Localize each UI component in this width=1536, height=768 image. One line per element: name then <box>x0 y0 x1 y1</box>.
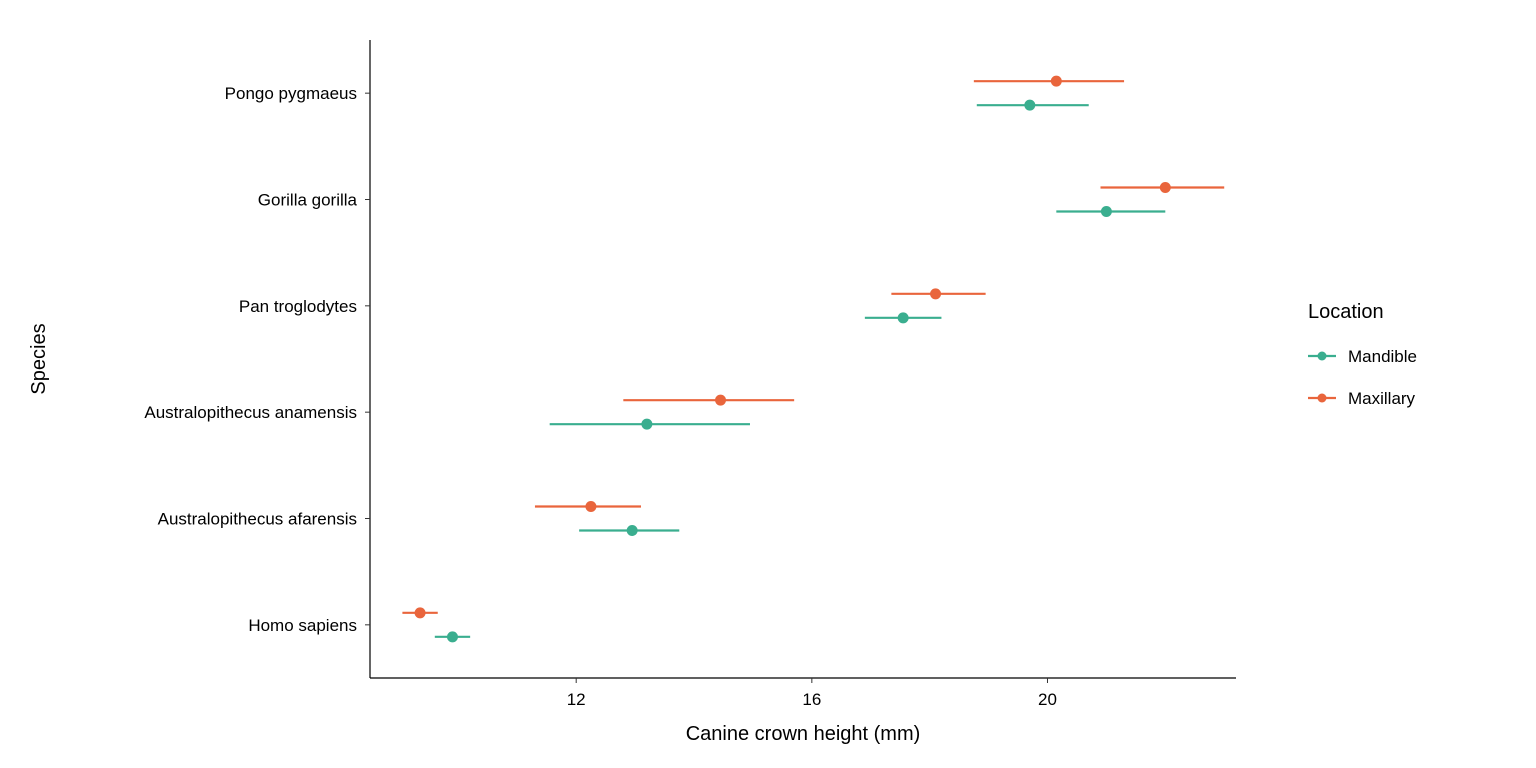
legend-title: Location <box>1308 301 1384 323</box>
x-tick-label: 12 <box>567 690 586 709</box>
data-point <box>627 525 638 536</box>
y-axis-title: Species <box>28 323 50 394</box>
data-point <box>930 288 941 299</box>
data-point <box>641 419 652 430</box>
canine-crown-height-chart: 12 16 20 Canine crown height (mm) Homo sapie… <box>0 0 1536 768</box>
data-point <box>415 607 426 618</box>
y-tick-label: Pongo pygmaeus <box>225 84 357 103</box>
y-tick-label: Homo sapiens <box>248 616 357 635</box>
x-tick-label: 16 <box>802 690 821 709</box>
data-point <box>1051 76 1062 87</box>
data-point <box>1160 182 1171 193</box>
legend-label: Maxillary <box>1348 389 1416 408</box>
legend-label: Mandible <box>1348 347 1417 366</box>
y-tick-label: Australopithecus afarensis <box>158 510 357 529</box>
y-tick-label: Australopithecus anamensis <box>144 403 357 422</box>
data-point <box>1101 206 1112 217</box>
x-axis-title: Canine crown height (mm) <box>686 723 921 745</box>
data-point <box>585 501 596 512</box>
data-point <box>447 631 458 642</box>
data-point <box>1024 100 1035 111</box>
legend-key-point <box>1318 352 1327 361</box>
y-tick-label: Gorilla gorilla <box>258 191 358 210</box>
x-tick-label: 20 <box>1038 690 1057 709</box>
data-point <box>898 312 909 323</box>
y-tick-label: Pan troglodytes <box>239 297 357 316</box>
legend-key-point <box>1318 394 1327 403</box>
data-point <box>715 395 726 406</box>
